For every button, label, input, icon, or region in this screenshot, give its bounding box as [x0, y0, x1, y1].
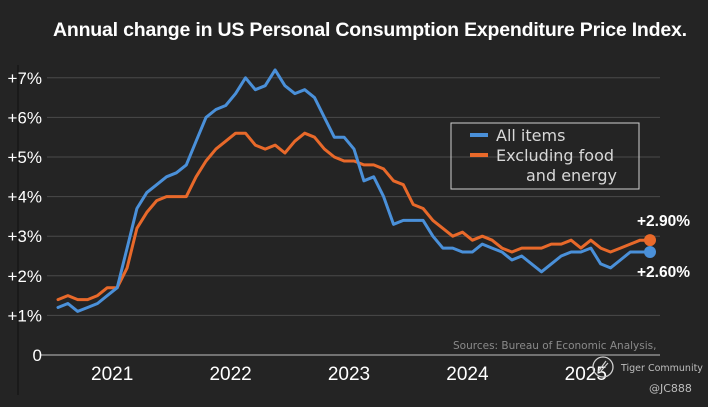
x-tick-label: 2021: [91, 364, 133, 385]
y-tick-label: +5%: [8, 148, 43, 167]
legend-label-core-line2: and energy: [526, 166, 617, 185]
y-tick-label: 0: [33, 346, 42, 365]
series-line-all-items: [56, 68, 652, 313]
x-tick-label: 2025: [565, 364, 607, 385]
x-tick-label: 2022: [209, 364, 251, 385]
y-tick-label: +1%: [8, 306, 43, 325]
end-label-all-items: +2.60%: [637, 264, 690, 281]
gridlines: [40, 77, 660, 356]
end-labels: +2.60% +2.90%: [637, 213, 690, 281]
end-point-all-items: [644, 246, 656, 259]
series-line-core: [56, 131, 652, 302]
x-axis-ticks: 2021 2022 2023 2024 2025: [91, 364, 607, 385]
y-axis-ticks: 0 +1% +2% +3% +4% +5% +6% +7%: [8, 69, 43, 365]
y-tick-label: +6%: [8, 108, 43, 127]
series-lines: [56, 68, 652, 313]
legend-box: [450, 122, 640, 190]
watermark-handle: @JC888: [649, 382, 692, 395]
y-tick-label: +4%: [8, 188, 43, 207]
chart-title: Annual change in US Personal Consumption…: [53, 19, 687, 41]
end-label-core: +2.90%: [637, 213, 690, 230]
tiger-logo-mark-icon: [597, 360, 609, 373]
y-tick-label: +7%: [8, 69, 43, 88]
legend: All items Excluding food and energy: [450, 122, 640, 190]
source-note: Sources: Bureau of Economic Analysis,: [453, 340, 656, 352]
x-tick-label: 2023: [328, 364, 370, 385]
x-tick-label: 2024: [446, 364, 489, 385]
legend-label-all-items: All items: [496, 126, 565, 145]
y-tick-label: +2%: [8, 267, 43, 286]
y-tick-label: +3%: [8, 227, 43, 246]
end-point-core: [644, 234, 656, 247]
watermark: Tiger Community @JC888: [592, 356, 703, 395]
watermark-text: Tiger Community: [620, 363, 703, 374]
tiger-logo-icon: [592, 356, 614, 378]
legend-label-core-line1: Excluding food: [496, 146, 614, 165]
